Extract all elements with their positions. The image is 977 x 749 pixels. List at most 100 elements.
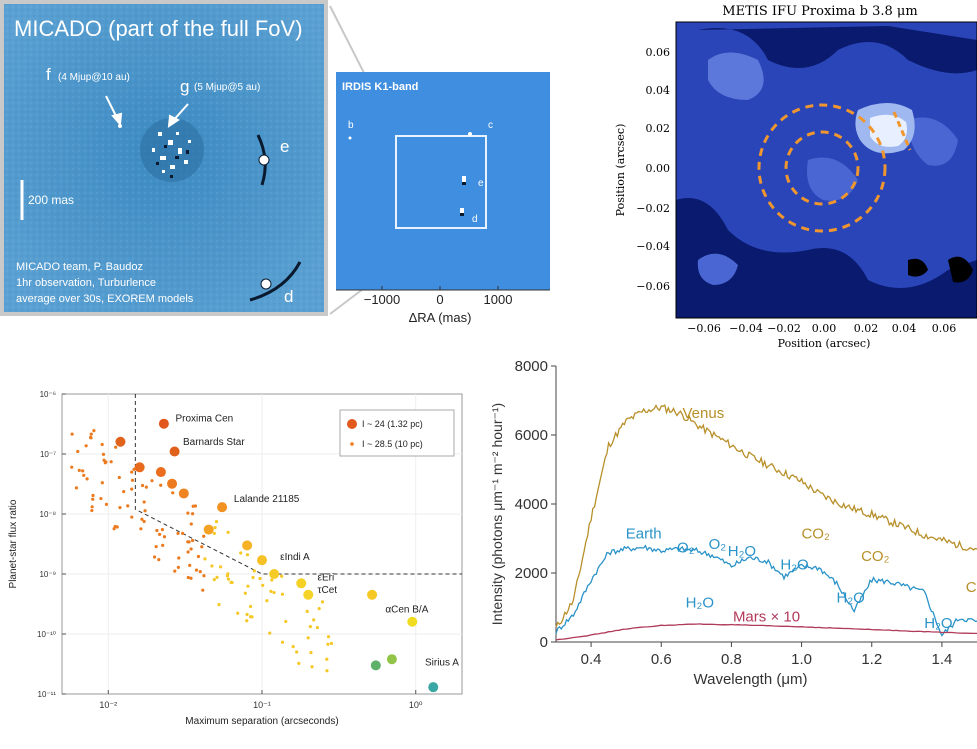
scatter-small-point [84,444,88,448]
scatter-small-point [70,432,74,436]
scatter-small-point [310,665,314,669]
scatter-small-point [77,468,81,472]
scatter-ytick-label: 10⁻⁷ [40,450,56,459]
metis-ytick-0: 0.06 [646,46,671,59]
scatter-small-point [126,504,130,508]
scatter-xlabel: Maximum separation (arcseconds) [185,716,338,727]
planet-d-label: d [284,287,293,306]
irdis-label-d: d [472,214,478,225]
scatter-small-point [181,531,185,536]
scatter-small-point [258,576,262,581]
metis-xtick-2: −0.02 [767,322,801,335]
scatter-small-point [280,640,285,644]
irdis-xtick-2: 1000 [484,292,513,307]
scatter-large-point [155,467,166,478]
scatter-small-point [297,661,301,665]
scatter-small-point [85,477,89,481]
scatter-small-point [325,657,329,661]
scatter-small-point [186,540,190,544]
scatter-large-point [158,418,169,429]
scatter-annotation: τCet [318,585,338,596]
scatter-small-point [140,483,145,488]
scatter-ytick-label: 10⁻⁸ [40,510,57,519]
scatter-ytick-label: 10⁻¹¹ [38,690,57,699]
scatter-annotation: εEri [318,572,335,583]
metis-panel: METIS IFU Proxima b 3.8 μm 0.06 0.04 0.0… [608,0,977,352]
scatter-large-point [115,436,126,447]
scatter-small-point [252,569,256,573]
spectrum-line-earth [555,544,977,637]
spectra-annotation: CO [966,579,977,596]
scatter-small-point [173,569,177,573]
spectra-xtick-label: 0.6 [651,651,672,668]
scatter-small-point [99,496,103,501]
scatter-small-point [103,461,107,465]
scatter-small-point [312,618,316,622]
metis-ytick-1: 0.04 [646,84,671,97]
scatter-small-point [74,486,79,490]
spectra-ytick-label: 2000 [515,565,548,582]
scatter-small-point [176,565,180,569]
metis-ytick-6: −0.06 [636,280,670,293]
scatter-small-point [161,543,165,547]
scatter-small-point [201,588,205,592]
scatter-small-point [203,557,207,561]
spectra-ylabel: Intensity (photons μm⁻¹ m⁻² hour⁻¹) [489,403,505,625]
irdis-label-b: b [348,120,354,131]
scatter-small-point [160,528,165,532]
planet-e-marker [256,134,270,186]
scatter-large-point [367,589,378,600]
scatter-small-point [317,607,321,611]
scatter-small-point [243,591,247,595]
scatter-small-point [198,570,202,574]
spectra-xtick-label: 0.4 [581,651,602,668]
metis-x-axis: −0.06 −0.04 −0.02 0.00 0.02 0.04 0.06 Po… [687,322,956,350]
scatter-small-point [202,574,206,578]
scatter-small-point [219,565,223,569]
scatter-small-point [236,611,240,615]
scatter-annotation: Proxima Cen [175,413,233,424]
scatter-small-point [251,575,255,580]
spectra-ytick-label: 6000 [515,427,548,444]
scatter-small-point [101,452,106,456]
scatter-ytick-label: 10⁻⁶ [40,390,56,399]
scatter-small-point [90,505,94,509]
scatter-small-point [245,612,249,617]
scatter-ytick-label: 10⁻¹⁰ [37,630,56,639]
scatter-large-point [386,654,397,665]
metis-map [675,21,977,319]
metis-y-axis: 0.06 0.04 0.02 0.00 −0.02 −0.04 −0.06 Po… [614,46,670,293]
micado-arrows [105,95,189,129]
irdis-label-c: c [488,120,493,131]
scatter-annotation: Sirius A [425,657,459,668]
contrast-curve [134,394,462,575]
scatter-small-point [142,519,146,524]
planet-d-marker [249,261,302,302]
scatter-small-point [200,545,204,549]
scale-label: 200 mas [28,193,74,207]
scatter-small-point [188,563,192,567]
scatter-small-point [190,512,195,516]
scatter-small-point [280,574,284,578]
planet-g-note: (5 Mjup@5 au) [194,82,260,93]
scatter-annotation: Barnards Star [183,437,245,448]
micado-speckle-core [140,118,204,182]
scatter-small-point [193,504,198,508]
scatter-xtick-label: 10⁰ [409,700,423,710]
scatter-annotation: Lalande 21185 [234,494,300,505]
scatter-large-point [203,524,214,535]
scatter-small-point [112,527,116,531]
scatter-xtick-label: 10⁻¹ [253,700,271,710]
scatter-small-point [217,603,221,607]
scatter-legend-box [339,409,455,457]
spectra-xlabel: Wavelength (μm) [694,671,808,688]
spectra-xtick-label: 0.8 [721,651,742,668]
irdis-image [336,72,550,290]
scatter-small-point [117,475,121,480]
metis-xlabel: Position (arcsec) [778,337,871,350]
scatter-small-point [239,551,243,555]
scatter-small-point [159,483,163,487]
scatter-small-point [130,487,134,491]
spectra-ytick-label: 8000 [515,358,548,375]
scatter-large-point [269,569,280,579]
